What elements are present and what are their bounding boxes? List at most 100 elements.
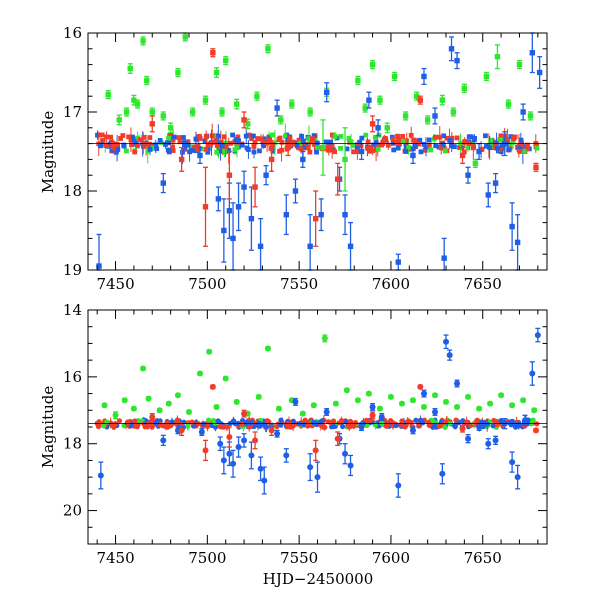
baseline-point	[462, 140, 468, 145]
baseline-point	[498, 418, 504, 424]
baseline-point	[205, 142, 211, 148]
green-data-point	[398, 400, 405, 407]
green-data-point	[443, 398, 450, 405]
green-data-point	[275, 405, 282, 412]
baseline-point	[507, 141, 513, 147]
baseline-point	[458, 140, 463, 146]
baseline-point	[305, 145, 311, 150]
blue-data-point	[97, 472, 104, 479]
blue-data-point	[230, 460, 237, 467]
baseline-point	[261, 136, 267, 142]
baseline-point	[287, 135, 293, 141]
baseline-point	[344, 146, 350, 152]
baseline-point	[331, 423, 337, 430]
baseline-point	[108, 134, 114, 140]
baseline-point	[490, 423, 496, 429]
baseline-point	[400, 134, 405, 139]
baseline-point	[230, 132, 235, 138]
baseline-point	[185, 139, 191, 145]
bottom-panel-tick-labels: 7450 7500 7550 7600 7650 14 16 18 20	[63, 301, 502, 567]
baseline-point	[403, 144, 409, 150]
y-tick-label: 14	[63, 301, 82, 319]
blue-data-point	[241, 437, 248, 444]
baseline-point	[171, 134, 177, 140]
blue-data-point	[448, 46, 455, 52]
baseline-point	[132, 149, 138, 155]
red-data-point	[334, 176, 341, 182]
green-data-point	[222, 375, 229, 382]
green-data-point	[255, 393, 262, 400]
baseline-point	[437, 422, 443, 429]
baseline-point	[251, 144, 257, 149]
baseline-point	[185, 142, 191, 148]
baseline-point	[416, 423, 423, 429]
baseline-point	[235, 134, 241, 140]
green-data-point	[509, 402, 516, 409]
green-data-point	[213, 69, 220, 76]
baseline-point	[193, 136, 199, 142]
baseline-point	[129, 142, 134, 148]
red-data-point	[178, 156, 185, 163]
baseline-point	[167, 133, 172, 138]
baseline-point	[492, 142, 498, 148]
green-data-point	[409, 397, 416, 404]
blue-data-point	[514, 239, 521, 246]
blue-data-point	[347, 462, 354, 469]
red-data-point	[334, 435, 341, 442]
baseline-point	[396, 137, 402, 143]
baseline-point	[128, 137, 134, 143]
blue-data-point	[358, 424, 365, 430]
green-data-point	[342, 156, 348, 163]
red-data-point	[369, 412, 376, 419]
baseline-point	[413, 417, 419, 423]
blue-data-point	[378, 413, 385, 420]
baseline-point	[444, 135, 450, 141]
blue-data-point	[514, 474, 521, 481]
baseline-point	[508, 422, 514, 428]
baseline-point	[311, 133, 317, 139]
baseline-point	[357, 139, 363, 145]
baseline-point	[278, 422, 284, 428]
baseline-point	[221, 134, 227, 140]
green-data-point	[130, 405, 137, 412]
green-data-point	[498, 392, 505, 399]
baseline-point	[190, 423, 197, 429]
blue-data-point	[454, 57, 460, 64]
baseline-point	[261, 143, 267, 149]
baseline-point	[452, 424, 458, 430]
baseline-point	[257, 148, 262, 154]
baseline-point	[372, 422, 378, 428]
red-data-point	[268, 427, 275, 434]
blue-data-point	[465, 435, 472, 442]
green-data-point	[365, 390, 372, 397]
baseline-point	[338, 417, 345, 424]
baseline-point	[384, 422, 391, 428]
x-tick-label: 7550	[280, 549, 318, 567]
baseline-point	[534, 145, 540, 151]
green-data-point	[454, 403, 461, 410]
baseline-point	[517, 149, 523, 154]
top-panel-ticks	[88, 32, 547, 271]
baseline-point	[525, 146, 530, 152]
baseline-point	[399, 418, 405, 424]
baseline-point	[231, 418, 237, 424]
baseline-point	[308, 139, 313, 145]
baseline-point	[437, 134, 443, 140]
baseline-point	[483, 133, 488, 139]
baseline-point	[371, 142, 376, 148]
baseline-point	[243, 133, 249, 139]
baseline-point	[418, 149, 424, 155]
baseline-point	[188, 144, 194, 150]
green-data-point	[343, 387, 350, 394]
baseline-point	[163, 424, 169, 430]
baseline-point	[168, 423, 174, 429]
baseline-point	[420, 420, 426, 426]
baseline-point	[249, 136, 254, 141]
baseline-point	[182, 140, 188, 146]
blue-data-point	[375, 125, 381, 131]
baseline-point	[487, 145, 493, 151]
baseline-point	[153, 142, 159, 148]
x-tick-label: 7650	[464, 275, 502, 293]
green-data-point	[402, 113, 409, 119]
baseline-point	[314, 149, 319, 155]
